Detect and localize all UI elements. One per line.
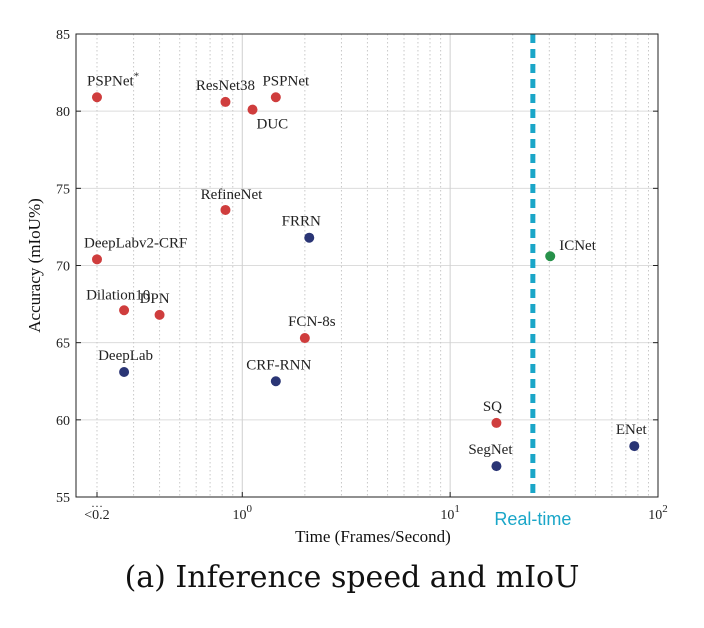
point-frrn xyxy=(304,232,315,243)
y-tick-label: 65 xyxy=(56,337,70,352)
label-deeplab: DeepLab xyxy=(98,348,153,364)
label-resnet38: ResNet38 xyxy=(196,78,255,94)
point-icnet xyxy=(545,251,556,262)
point-deeplabv2-crf xyxy=(91,254,102,265)
scatter-chart: Real-time PSPNet* ResNet38 DUC PSPNet Refine… xyxy=(25,28,668,546)
label-sq: SQ xyxy=(483,399,502,415)
realtime-label: Real-time xyxy=(494,509,571,529)
label-pspnet: PSPNet* xyxy=(87,70,139,89)
point-pspnet xyxy=(91,92,102,103)
point-dilation10 xyxy=(119,305,130,316)
point-pspnet xyxy=(270,92,281,103)
label-duc: DUC xyxy=(257,117,289,133)
point-fcn-8s xyxy=(299,333,310,344)
label-fcn-8s: FCN-8s xyxy=(288,314,336,330)
point-sq xyxy=(491,417,502,428)
label-dpn: DPN xyxy=(140,291,170,307)
figure-caption: (a) Inference speed and mIoU xyxy=(124,560,580,595)
point-dpn xyxy=(154,309,165,320)
point-resnet38 xyxy=(220,96,231,107)
axes: 55 60 65 70 75 80 85 <0.2 100 101 102 … Time (Frames… xyxy=(25,28,668,546)
label-segnet: SegNet xyxy=(468,442,513,458)
label-pspnet: PSPNet xyxy=(262,73,310,89)
point-deeplab xyxy=(119,366,130,377)
label-deeplabv2-crf: DeepLabv2-CRF xyxy=(84,235,187,251)
point-refinenet xyxy=(220,204,231,215)
realtime-marker: Real-time xyxy=(494,34,571,529)
y-axis-label: Accuracy (mIoU%) xyxy=(25,198,44,333)
point-duc xyxy=(247,104,258,115)
point-segnet xyxy=(491,461,502,472)
y-tick-label: 85 xyxy=(56,28,70,43)
point-enet xyxy=(629,441,640,452)
x-axis-label: Time (Frames/Second) xyxy=(295,527,451,546)
y-tick-label: 75 xyxy=(56,182,70,197)
x-tick-label: <0.2 xyxy=(84,508,109,523)
grid xyxy=(76,34,658,497)
y-tick-label: 70 xyxy=(56,260,70,275)
point-crf-rnn xyxy=(270,376,281,387)
point-labels: PSPNet* ResNet38 DUC PSPNet RefineNet FRRN Dee… xyxy=(84,70,648,458)
data-points xyxy=(91,92,640,472)
y-tick-label: 60 xyxy=(56,414,70,429)
x-tick-label: 101 xyxy=(440,503,460,523)
axis-break-mark: … xyxy=(91,496,103,510)
label-refinenet: RefineNet xyxy=(201,187,263,203)
label-frrn: FRRN xyxy=(282,214,321,230)
x-tick-label: 100 xyxy=(233,503,253,523)
label-enet: ENet xyxy=(616,422,648,438)
label-icnet: ICNet xyxy=(559,238,596,254)
label-crf-rnn: CRF-RNN xyxy=(246,357,311,373)
y-tick-label: 80 xyxy=(56,105,70,120)
x-tick-label: 102 xyxy=(648,503,668,523)
label-dilation10: Dilation10 xyxy=(86,287,150,303)
y-tick-label: 55 xyxy=(56,491,70,506)
